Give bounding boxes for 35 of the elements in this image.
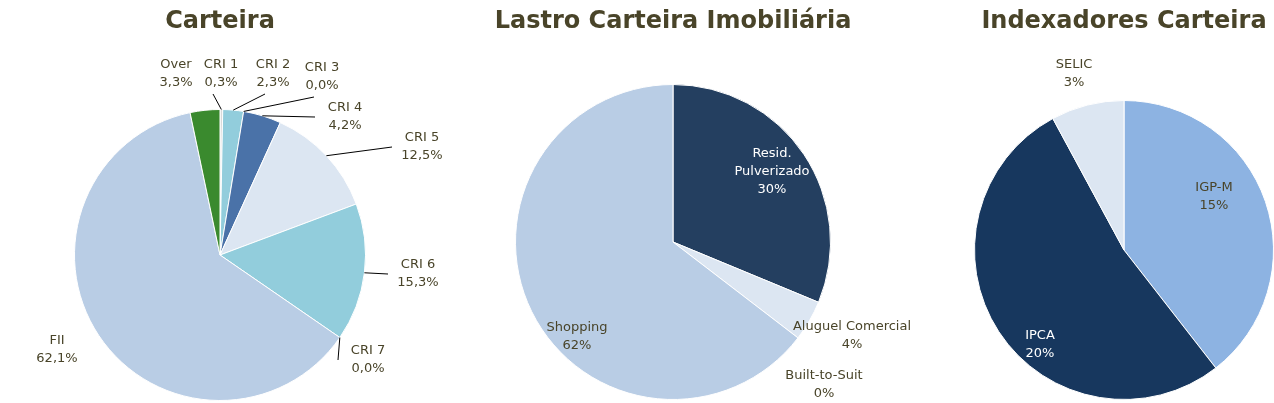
slice-label: Resid. Pulverizado — [734, 145, 810, 179]
data-label: 62,1% — [36, 350, 78, 366]
chart-title: Lastro Carteira Imobiliária — [493, 6, 853, 34]
data-label: 20% — [1025, 345, 1055, 361]
data-label: 4,2% — [328, 117, 362, 133]
slice-label: Shopping — [546, 319, 608, 335]
slice-label: IPCA — [1025, 327, 1055, 343]
data-label: 3,3% — [159, 74, 193, 90]
slice-label: CRI 1 — [203, 56, 239, 72]
chart-title: Indexadores Carteira — [980, 6, 1268, 34]
slice-label: CRI 5 — [404, 129, 440, 145]
slice-label: SELIC — [1055, 56, 1093, 72]
category-label: Built-to-Suit — [785, 367, 863, 383]
text: 0,0% — [305, 77, 339, 93]
slice-label: CRI 2 — [255, 56, 291, 72]
data-label: 30% — [757, 181, 787, 197]
data-label: 0,3% — [204, 74, 238, 90]
text: 0% — [813, 385, 835, 401]
data-label: 15% — [1199, 197, 1229, 213]
slice-label: Over — [160, 56, 193, 72]
data-label: 4% — [841, 336, 863, 352]
legend-label: CRI 7 — [350, 342, 386, 358]
slice-label: IGP-M — [1195, 179, 1233, 195]
data-label: 3% — [1063, 74, 1085, 90]
slice-label: Aluguel Comercial — [792, 318, 912, 334]
slice-label: CRI 4 — [327, 99, 363, 115]
chart-title: Carteira — [164, 6, 276, 34]
category-label: CRI 3 — [304, 59, 340, 75]
slice-label: CRI 6 — [400, 256, 436, 272]
data-label: 62% — [562, 337, 592, 353]
slice-label: FII — [49, 332, 65, 348]
text: 0,0% — [351, 360, 385, 376]
data-label: 2,3% — [256, 74, 290, 90]
data-label: 12,5% — [401, 147, 443, 163]
data-label: 15,3% — [397, 274, 439, 290]
